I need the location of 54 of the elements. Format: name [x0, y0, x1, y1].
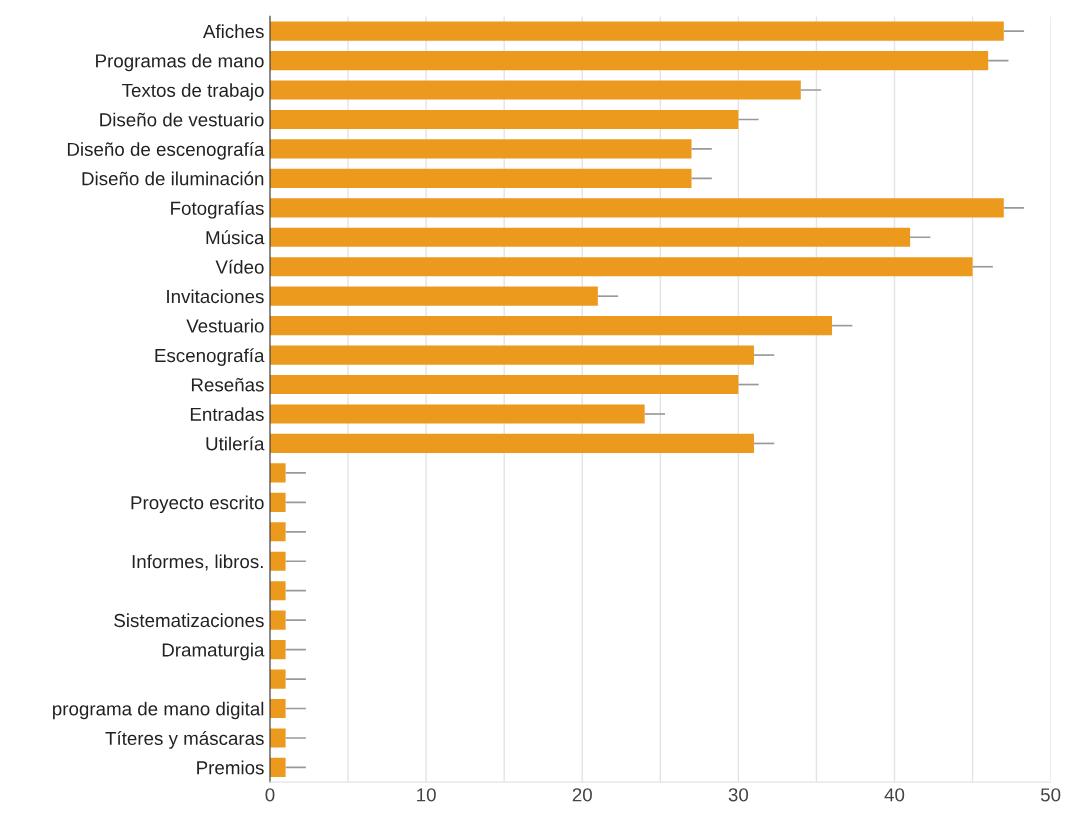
y-tick-label: Títeres y máscaras — [105, 731, 264, 749]
bar — [269, 109, 739, 130]
bar — [269, 316, 833, 336]
y-tick-label: Sistematizaciones — [114, 613, 264, 628]
y-tick-label: Proyecto escrito — [131, 495, 264, 514]
x-tick-label: 50 — [1040, 788, 1061, 802]
y-tick-label: Música — [206, 230, 265, 245]
y-tick-label: Fotografías — [171, 200, 264, 219]
bar — [269, 139, 692, 159]
y-tick-label: Programas de mano — [96, 53, 264, 72]
bar — [269, 492, 286, 512]
bar — [269, 345, 754, 365]
y-tick-label: Diseño de vestuario — [100, 112, 264, 127]
bar — [269, 257, 973, 277]
bar — [269, 286, 598, 306]
y-tick-label: programa de mano digital — [53, 701, 264, 720]
y-tick-label: Textos de trabajo — [122, 83, 264, 101]
y-tick-label: Premios — [197, 760, 264, 775]
y-tick-label: Invitaciones — [167, 289, 264, 304]
bar — [269, 728, 286, 748]
bar — [269, 168, 692, 188]
y-tick-label: Vídeo — [215, 259, 264, 274]
bar — [269, 227, 911, 247]
y-tick-label: Informes, libros. — [132, 554, 263, 571]
x-tick-label: 10 — [417, 788, 436, 802]
bar — [269, 581, 286, 601]
bar — [269, 433, 754, 454]
y-tick-label: Diseño de iluminación — [82, 171, 264, 186]
bar — [269, 669, 286, 689]
bar — [269, 522, 286, 542]
y-tick-label: Afiches — [202, 24, 264, 39]
x-tick-label: 40 — [884, 788, 905, 802]
bar — [269, 21, 1004, 41]
x-tick-label: 30 — [728, 788, 749, 802]
bar — [269, 551, 286, 571]
x-tick-label: 0 — [265, 788, 275, 802]
bar — [269, 640, 286, 660]
y-tick-label: Diseño de escenografía — [67, 142, 265, 160]
y-tick-label: Escenografía — [155, 348, 265, 366]
bar — [269, 198, 1004, 218]
y-tick-label: Reseñas — [191, 377, 264, 392]
bar — [269, 757, 286, 777]
y-tick-label: Dramaturgia — [162, 642, 265, 661]
x-tick-label: 20 — [572, 788, 592, 802]
bar — [269, 50, 989, 71]
bar — [269, 463, 286, 483]
bar — [269, 610, 286, 630]
bar — [269, 374, 739, 395]
bar — [269, 404, 645, 424]
bar — [269, 698, 286, 719]
bar — [269, 80, 801, 100]
y-tick-label: Vestuario — [186, 318, 264, 333]
y-tick-label: Entradas — [190, 407, 264, 421]
y-tick-label: Utilería — [206, 436, 265, 451]
